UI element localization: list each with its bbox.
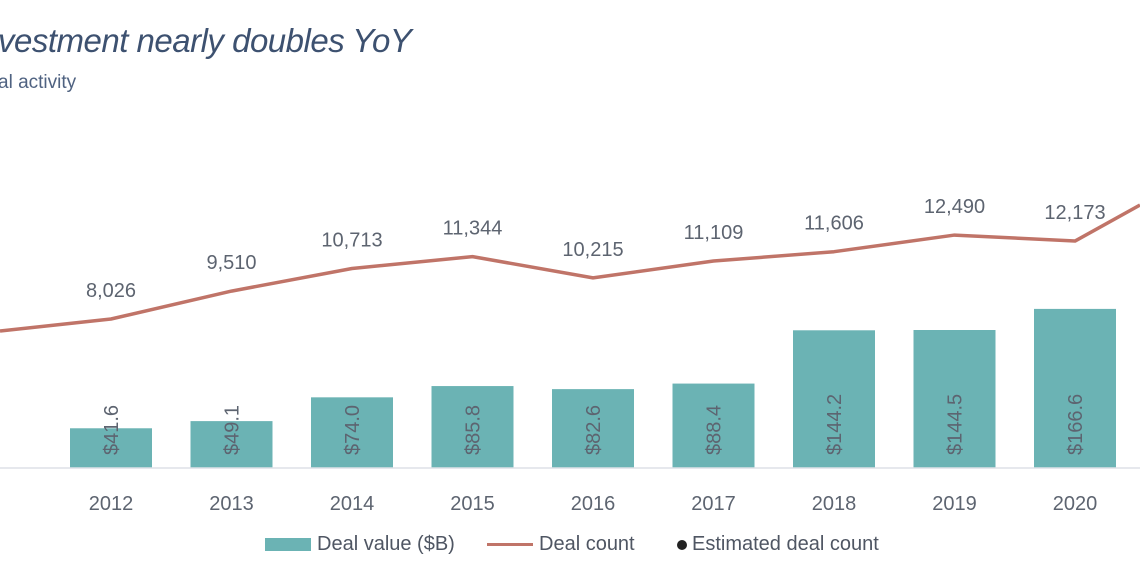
legend-item-deal-count: Deal count	[487, 533, 635, 556]
legend-label: Estimated deal count	[692, 533, 879, 556]
legend-line-swatch	[487, 543, 533, 547]
bar-data-label: $49.1	[222, 405, 244, 455]
chart-subtitle: al activity	[0, 72, 77, 93]
x-tick-label: 2017	[691, 493, 736, 515]
legend-bar-swatch	[265, 538, 311, 552]
bar-data-label: $41.6	[101, 405, 123, 455]
x-tick-label: 2020	[1053, 493, 1098, 515]
bar-data-label: $144.2	[824, 394, 846, 455]
chart-title: vestment nearly doubles YoY	[0, 22, 412, 59]
x-tick-label: 2014	[330, 493, 375, 515]
bar	[70, 428, 152, 468]
bar	[190, 421, 273, 468]
x-tick-label: 2016	[571, 493, 616, 515]
deal-count-line	[0, 203, 1140, 333]
bar-data-label: $85.8	[463, 405, 485, 455]
legend-label: Deal value ($B)	[317, 533, 455, 556]
bar	[1034, 308, 1116, 468]
bar	[793, 330, 875, 468]
legend-label: Deal count	[539, 533, 635, 556]
bar-data-label: $88.4	[704, 405, 726, 455]
legend-item-estimated-deal-count: Estimated deal count	[677, 533, 879, 556]
legend-dot-swatch	[677, 539, 687, 550]
line-data-label: 11,344	[443, 218, 503, 240]
bar-data-label: $166.6	[1065, 394, 1087, 455]
x-tick-label: 2015	[450, 493, 495, 515]
bar	[431, 386, 514, 468]
bar-data-label: $74.0	[342, 405, 364, 455]
bar-data-label: $144.5	[945, 394, 967, 455]
line-data-label: 11,606	[804, 213, 864, 235]
bar	[552, 389, 634, 468]
bar	[311, 397, 393, 468]
bar	[672, 383, 755, 468]
line-data-label: 11,109	[684, 222, 744, 244]
bar-data-label: $82.6	[583, 405, 605, 455]
line-data-label: 10,713	[321, 229, 382, 251]
line-data-label: 12,490	[924, 196, 985, 218]
bar	[913, 330, 996, 468]
x-tick-label: 2013	[209, 493, 254, 515]
x-tick-label: 2019	[932, 493, 977, 515]
line-data-label: 9,510	[206, 252, 256, 274]
x-tick-label: 2018	[812, 493, 857, 515]
line-data-label: 12,173	[1044, 202, 1105, 224]
legend-item-deal-value: Deal value ($B)	[265, 533, 455, 556]
line-data-label: 8,026	[86, 280, 136, 302]
line-data-label: 10,215	[562, 239, 623, 261]
x-tick-label: 2012	[89, 493, 134, 515]
